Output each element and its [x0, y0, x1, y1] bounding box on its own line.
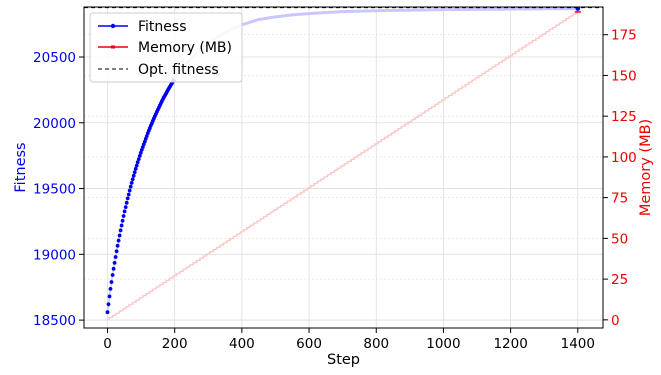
fitness-point — [109, 280, 114, 284]
fitness-point — [132, 170, 137, 175]
fitness-point — [121, 214, 126, 218]
right-y-tick-label: 50 — [611, 231, 628, 247]
fitness-point — [118, 228, 123, 233]
left-y-tick-label: 20500 — [33, 50, 76, 66]
fitness-point — [134, 163, 139, 168]
legend-entry-opt-fitness: Opt. fitness — [98, 62, 219, 78]
fitness-point — [106, 302, 111, 307]
right-y-axis-title: Memory (MB) — [638, 119, 654, 216]
fitness-point — [128, 184, 133, 189]
right-y-tick-label: 25 — [611, 272, 628, 288]
fitness-point — [107, 294, 112, 299]
x-axis-title: Step — [327, 352, 360, 368]
right-y-tick-label: 175 — [611, 28, 637, 44]
x-tick-label: 1400 — [561, 336, 595, 352]
legend: Fitness Memory (MB) Opt. fitness — [89, 12, 243, 83]
x-tick-label: 400 — [229, 336, 255, 352]
fitness-point — [138, 150, 143, 155]
left-y-tick-label: 18500 — [33, 313, 76, 329]
fitness-point — [105, 310, 110, 315]
legend-box — [89, 12, 243, 83]
legend-entry-fitness: Fitness — [98, 19, 187, 35]
fitness-point — [114, 249, 119, 254]
fitness-point — [108, 287, 113, 291]
right-y-tick-label: 0 — [611, 313, 620, 329]
fitness-point — [131, 173, 136, 178]
fitness-point — [115, 243, 120, 248]
fitness-point — [116, 238, 121, 243]
fitness-point — [112, 261, 117, 265]
x-tick-label: 600 — [296, 336, 322, 352]
x-tick-label: 1000 — [426, 336, 460, 352]
fitness-point — [136, 157, 141, 162]
x-tick-label: 800 — [363, 336, 389, 352]
left-y-axis-title: Fitness — [13, 142, 29, 192]
axes: 0 200 400 600 800 1000 1200 1400185001900019500… — [33, 28, 637, 352]
right-y-tick-label: 75 — [611, 191, 628, 207]
fitness-point — [130, 177, 135, 182]
fitness-point — [137, 154, 142, 158]
fitness-point — [126, 192, 131, 197]
fitness-point — [110, 273, 115, 277]
fitness-point — [122, 209, 127, 214]
fitness-point — [124, 200, 129, 205]
fitness-point — [111, 266, 116, 271]
legend-label-opt-fitness: Opt. fitness — [138, 62, 219, 78]
fitness-point — [129, 181, 134, 185]
legend-entry-memory: Memory (MB) — [98, 40, 232, 56]
fitness-point — [133, 167, 138, 171]
x-tick-label: 0 — [103, 336, 112, 352]
left-y-tick-label: 19000 — [33, 247, 76, 263]
fitness-point — [135, 160, 140, 165]
x-tick-label: 1200 — [493, 336, 527, 352]
left-y-tick-label: 20000 — [33, 116, 76, 132]
right-y-tick-label: 150 — [611, 68, 637, 84]
legend-label-memory: Memory (MB) — [138, 40, 232, 56]
legend-marker-fitness — [110, 23, 116, 29]
x-tick-label: 200 — [162, 336, 188, 352]
fitness-point — [125, 196, 130, 201]
fitness-point — [119, 223, 124, 228]
right-y-tick-label: 100 — [611, 150, 637, 166]
left-y-tick-label: 19500 — [33, 182, 76, 198]
legend-label-fitness: Fitness — [138, 19, 187, 35]
fitness-point — [113, 255, 118, 259]
fitness-point — [127, 188, 132, 193]
right-y-tick-label: 125 — [611, 109, 637, 125]
plot-frame — [83, 6, 604, 329]
fitness-point — [123, 205, 128, 210]
fitness-point — [117, 233, 122, 238]
grid — [84, 7, 603, 328]
fitness-point — [120, 218, 125, 223]
